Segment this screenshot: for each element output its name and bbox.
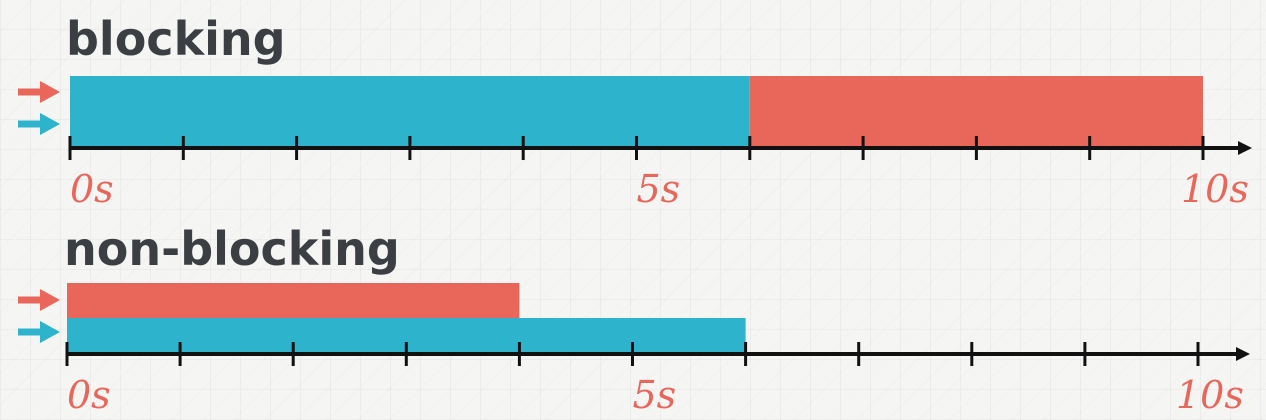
lane-arrow-head-1-0 — [40, 289, 60, 311]
x-tick-label-1-1: 5s — [633, 373, 677, 417]
chart-marks: 0s 5s 10s 0s 5s 10s — [18, 76, 1252, 417]
x-tick-label-0-1: 5s — [637, 167, 681, 211]
x-tick-label-1-2: 10s — [1176, 373, 1244, 417]
lane-arrow-head-1-1 — [40, 321, 60, 343]
x-tick-label-0-2: 10s — [1181, 167, 1249, 211]
x-axis-arrowhead-0 — [1238, 141, 1252, 155]
x-tick-label-1-0: 0s — [67, 373, 111, 417]
x-axis-arrowhead-1 — [1236, 347, 1250, 361]
bar-segment-1-0 — [67, 283, 520, 318]
chart-title-non-blocking: non-blocking — [64, 222, 400, 276]
lane-arrow-head-0-0 — [40, 81, 60, 103]
chart-title-blocking: blocking — [66, 12, 286, 66]
lane-arrow-head-0-1 — [40, 113, 60, 135]
x-tick-label-0-0: 0s — [70, 167, 114, 211]
